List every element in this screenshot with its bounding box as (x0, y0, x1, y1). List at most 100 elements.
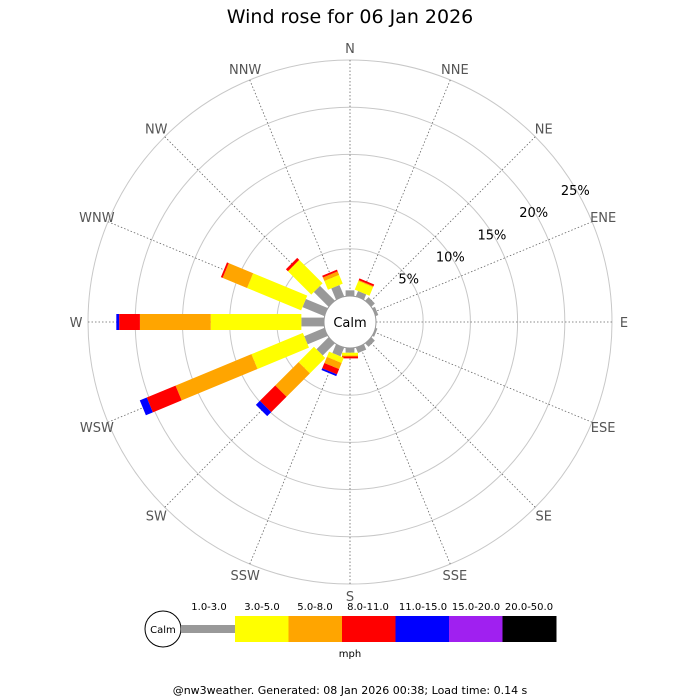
legend: Calm 1.0-3.0 3.0-5.0 5.0-8.0 8.0-11.0 11.0-15… (144, 602, 557, 660)
direction-label-nw: NW (145, 122, 168, 137)
footer-text: @nw3weather. Generated: 08 Jan 2026 00:3… (172, 684, 528, 697)
legend-swatch-6 (502, 616, 557, 642)
spoke-ene (373, 221, 593, 313)
bar-segment-sw-4 (255, 400, 272, 417)
bar-segment-nne-2 (358, 280, 374, 288)
legend-swatch-0 (181, 625, 235, 633)
direction-label-wnw: WNW (79, 211, 115, 226)
spoke-se (368, 340, 536, 508)
bar-segment-ne-0 (365, 297, 375, 307)
legend-label: 5.0-8.0 (297, 602, 332, 613)
bar-segment-nnw-3 (322, 269, 338, 278)
bar-ese (372, 327, 378, 337)
direction-label-s: S (346, 590, 354, 605)
direction-label-sw: SW (146, 510, 167, 525)
bar-segment-nne-3 (358, 278, 375, 287)
spoke-ne (368, 136, 536, 304)
legend-label: 11.0-15.0 (399, 602, 447, 613)
direction-label-nnw: NNW (229, 63, 261, 78)
direction-labels: N NNE NE ENE E ESE SE SSE S SSW SW WSW W WNW NW NNW (70, 42, 629, 605)
legend-label: 20.0-50.0 (505, 602, 553, 613)
spoke-ssw (249, 345, 341, 565)
direction-label-w: W (70, 316, 83, 331)
bar-segment-wnw-2 (222, 263, 254, 289)
direction-label-sse: SSE (442, 569, 467, 584)
bar-segment-nnw-2 (322, 271, 340, 281)
spoke-nnw (249, 79, 341, 299)
bar-segment-ssw-0 (332, 344, 345, 357)
bar-sw (255, 337, 335, 417)
bar-segment-wnw-1 (247, 273, 308, 311)
bar-segment-wnw-3 (220, 262, 229, 278)
bar-segment-ese-0 (372, 327, 378, 337)
bar-ne (365, 297, 375, 307)
bar-segment-s-3 (342, 356, 358, 359)
bar-segment-w-0 (301, 317, 324, 327)
bar-se (365, 337, 375, 347)
bar-segment-ene-0 (372, 306, 379, 317)
direction-label-se: SE (536, 510, 552, 525)
bar-segment-s-2 (342, 355, 358, 357)
legend-swatch-1 (235, 616, 289, 642)
bar-segment-sse-0 (355, 344, 367, 353)
bar-segment-nw-0 (313, 285, 335, 307)
bar-segment-ssw-2 (324, 356, 342, 370)
bar-segment-nw-1 (287, 259, 323, 295)
legend-label: 1.0-3.0 (191, 602, 226, 613)
wind-rose-bars (116, 257, 379, 417)
direction-label-e: E (620, 316, 628, 331)
direction-label-ene: ENE (590, 211, 616, 226)
direction-label-ne: NE (535, 122, 553, 137)
bar-segment-wnw-0 (302, 298, 328, 317)
direction-label-nne: NNE (441, 63, 469, 78)
bar-segment-nne-1 (354, 280, 374, 296)
direction-label-ese: ESE (591, 421, 616, 436)
bar-nnw (322, 269, 345, 300)
bar-sse (355, 344, 367, 353)
bar-wnw (220, 262, 328, 317)
bar-segment-wsw-4 (139, 397, 153, 416)
legend-unit: mph (339, 649, 361, 660)
spoke-nne (359, 79, 451, 299)
bar-segment-nnw-0 (331, 284, 345, 300)
bar-wsw (139, 327, 328, 416)
bar-segment-sw-1 (298, 346, 326, 374)
bar-segment-ssw-3 (322, 363, 340, 375)
direction-label-ssw: SSW (230, 569, 260, 584)
bar-s (342, 348, 358, 359)
percent-label: 20% (519, 206, 548, 221)
bar-segment-nw-3 (285, 257, 300, 272)
legend-swatch-4 (395, 616, 450, 642)
bar-segment-wsw-1 (251, 332, 309, 369)
bar-segment-n-0 (345, 290, 355, 296)
bar-w (116, 314, 324, 330)
bar-segment-s-0 (345, 348, 355, 353)
bar-segment-nnw-1 (324, 274, 343, 290)
percent-label: 10% (436, 250, 465, 265)
bar-segment-ssw-4 (321, 368, 337, 377)
bar-n (345, 290, 355, 296)
bar-segment-ssw-1 (326, 351, 344, 364)
legend-calm-label: Calm (150, 625, 176, 636)
legend-label: 8.0-11.0 (347, 602, 389, 613)
bar-segment-w-2 (139, 314, 211, 330)
bar-segment-wsw-3 (146, 385, 182, 413)
bar-segment-wsw-2 (175, 354, 258, 401)
bar-segment-sw-2 (275, 362, 310, 397)
calm-circle (323, 295, 377, 349)
spoke-ese (373, 331, 593, 423)
legend-swatch-2 (288, 616, 343, 642)
legend-swatch-5 (449, 616, 503, 642)
bar-segment-se-0 (365, 337, 375, 347)
bar-ene (372, 306, 379, 317)
spoke-sse (359, 345, 451, 565)
direction-label-wsw: WSW (80, 421, 114, 436)
bar-segment-w-3 (119, 314, 140, 330)
percent-label: 25% (561, 184, 590, 199)
bar-segment-wsw-0 (304, 327, 328, 345)
radial-grid (87, 59, 613, 585)
percent-label: 5% (398, 273, 419, 288)
bar-segment-w-1 (210, 314, 302, 330)
direction-label-n: N (345, 42, 355, 57)
